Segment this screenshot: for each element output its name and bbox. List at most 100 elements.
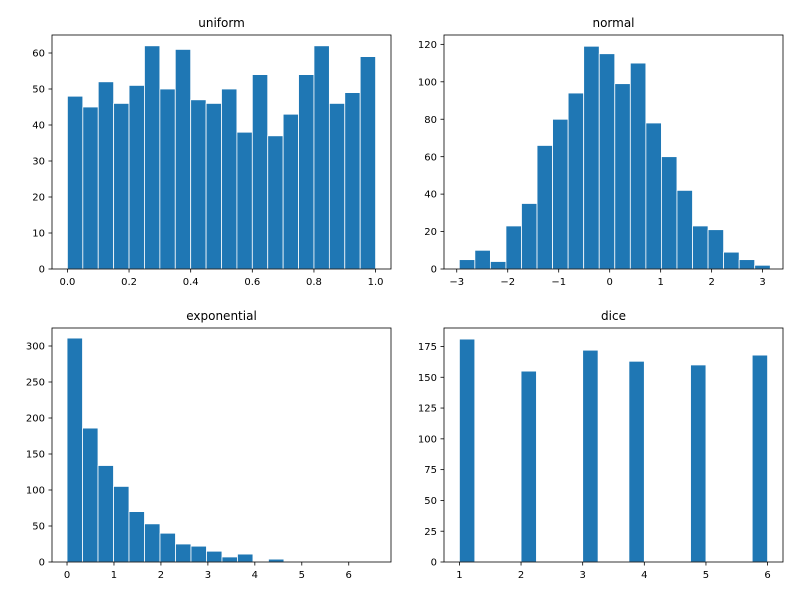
normal-bar bbox=[645, 122, 662, 270]
uniform-bar bbox=[190, 99, 207, 270]
normal-bar bbox=[676, 189, 693, 270]
normal-bar bbox=[614, 83, 631, 270]
dice-ytick-label: 0 bbox=[431, 558, 437, 569]
normal-bar bbox=[536, 145, 553, 270]
uniform-xtick-label: 0.4 bbox=[183, 277, 199, 288]
panel-uniform: 0.0 0.2 0.4 0.6 0.8 1.0 0 10 20 30 40 50 60 uniform bbox=[32, 16, 392, 288]
normal-bar bbox=[629, 62, 647, 270]
exponential-bar bbox=[190, 545, 207, 563]
dice-xtick-label: 5 bbox=[703, 570, 709, 581]
uniform-bar bbox=[359, 56, 376, 270]
exponential-ytick-label: 0 bbox=[39, 558, 45, 569]
normal-bar bbox=[474, 249, 491, 270]
exponential-bar bbox=[221, 556, 238, 563]
normal-xtick-label: 2 bbox=[708, 277, 714, 288]
dice-axes-frame bbox=[443, 327, 784, 563]
exponential-ytick-label: 100 bbox=[26, 486, 45, 497]
uniform-ytick-label: 60 bbox=[32, 49, 45, 60]
normal-bar bbox=[598, 53, 616, 270]
uniform-bar bbox=[144, 45, 161, 270]
normal-xtick-label: 0 bbox=[606, 277, 612, 288]
exponential-title: exponential bbox=[186, 309, 257, 323]
exponential-xtick-label: 6 bbox=[346, 570, 352, 581]
dice-ytick-label: 50 bbox=[424, 496, 437, 507]
dice-bar bbox=[459, 338, 476, 563]
normal-xtick-label: 1 bbox=[657, 277, 663, 288]
normal-ytick-label: 120 bbox=[418, 40, 437, 51]
exponential-bar bbox=[128, 511, 145, 563]
uniform-ytick-label: 50 bbox=[32, 85, 45, 96]
normal-bar bbox=[505, 225, 522, 270]
normal-bar bbox=[552, 118, 569, 270]
normal-title: normal bbox=[592, 16, 634, 30]
normal-ytick-label: 40 bbox=[424, 190, 437, 201]
dice-xtick-label: 6 bbox=[764, 570, 770, 581]
dice-ytick-label: 100 bbox=[418, 434, 437, 445]
exponential-xtick-label: 4 bbox=[252, 570, 258, 581]
uniform-xtick-label: 0.0 bbox=[59, 277, 75, 288]
panel-exponential: 0 1 2 3 4 5 6 0 50 100 150 200 250 300 exponential bbox=[26, 309, 392, 581]
normal-ytick-label: 100 bbox=[418, 77, 437, 88]
uniform-bar bbox=[174, 49, 192, 270]
uniform-bar bbox=[236, 131, 253, 270]
uniform-ytick-label: 40 bbox=[32, 121, 45, 132]
exponential-bar bbox=[268, 558, 285, 563]
uniform-bar bbox=[159, 88, 176, 270]
dice-bar bbox=[520, 370, 537, 563]
exponential-ytick-label: 150 bbox=[26, 450, 45, 461]
normal-ytick-label: 80 bbox=[424, 115, 437, 126]
exponential-axes-frame bbox=[51, 327, 392, 563]
dice-ytick-label: 75 bbox=[424, 465, 437, 476]
uniform-bar bbox=[128, 85, 145, 270]
uniform-bar bbox=[344, 92, 361, 270]
exponential-bar bbox=[237, 553, 254, 563]
dice-bar bbox=[690, 364, 707, 563]
uniform-ytick-label: 0 bbox=[39, 265, 45, 276]
uniform-bar bbox=[97, 81, 115, 270]
uniform-title: uniform bbox=[198, 16, 245, 30]
normal-bar bbox=[567, 92, 585, 270]
dice-xtick-label: 2 bbox=[518, 570, 524, 581]
normal-bar bbox=[661, 156, 678, 270]
panel-normal: −3 −2 −1 0 1 2 3 0 20 40 60 80 100 120 normal bbox=[418, 16, 784, 288]
exponential-xtick-label: 2 bbox=[158, 570, 164, 581]
exponential-xtick-label: 0 bbox=[64, 570, 70, 581]
normal-bar bbox=[738, 259, 756, 270]
uniform-bar bbox=[282, 113, 299, 270]
normal-xtick-label: 3 bbox=[759, 277, 765, 288]
normal-bar bbox=[521, 203, 538, 270]
dice-ytick-label: 125 bbox=[418, 404, 437, 415]
exponential-xtick-label: 1 bbox=[111, 570, 117, 581]
dice-xtick-label: 1 bbox=[456, 570, 462, 581]
normal-bar bbox=[489, 261, 507, 270]
normal-ytick-label: 0 bbox=[431, 265, 437, 276]
uniform-bar bbox=[251, 74, 269, 270]
dice-ytick-label: 150 bbox=[418, 373, 437, 384]
exponential-ytick-label: 50 bbox=[32, 522, 45, 533]
dice-xtick-label: 4 bbox=[641, 570, 647, 581]
normal-bar bbox=[458, 259, 476, 270]
uniform-xtick-label: 1.0 bbox=[368, 277, 384, 288]
dice-bar bbox=[751, 354, 768, 563]
uniform-bar bbox=[82, 106, 99, 270]
uniform-bar bbox=[313, 45, 330, 270]
normal-xtick-label: −1 bbox=[551, 277, 566, 288]
uniform-xtick-label: 0.8 bbox=[306, 277, 322, 288]
exponential-ytick-label: 300 bbox=[26, 342, 45, 353]
uniform-bar bbox=[298, 74, 315, 270]
exponential-ytick-label: 200 bbox=[26, 414, 45, 425]
exponential-bar bbox=[66, 337, 83, 563]
exponential-bar bbox=[97, 465, 114, 563]
normal-bar bbox=[723, 251, 740, 270]
normal-bar bbox=[692, 225, 709, 270]
uniform-ytick-label: 10 bbox=[32, 229, 45, 240]
uniform-xtick-label: 0.2 bbox=[121, 277, 137, 288]
dice-ytick-label: 25 bbox=[424, 527, 437, 538]
exponential-xtick-label: 3 bbox=[205, 570, 211, 581]
exponential-bar bbox=[206, 550, 223, 563]
normal-ytick-label: 60 bbox=[424, 152, 437, 163]
uniform-bar bbox=[221, 88, 238, 270]
exponential-ytick-label: 250 bbox=[26, 378, 45, 389]
normal-xtick-label: −2 bbox=[500, 277, 515, 288]
